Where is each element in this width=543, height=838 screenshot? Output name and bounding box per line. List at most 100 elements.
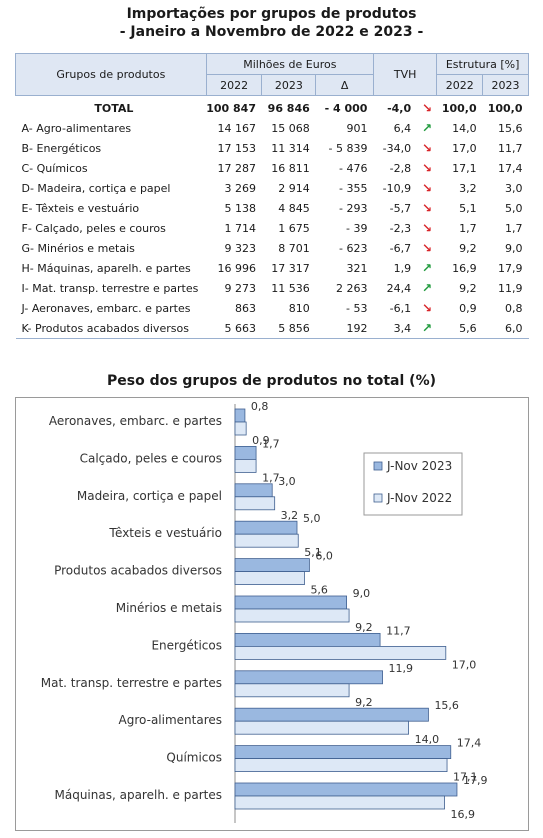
cell-s2022: 5,6	[436, 318, 483, 339]
bar-2022	[234, 421, 247, 436]
cell-v2023: 16 811	[271, 161, 310, 175]
cell-label: J- Aeronaves, embarc. e partes	[21, 301, 191, 315]
cell-v2022: 9 273	[224, 281, 256, 295]
bar-2023	[234, 782, 458, 797]
table-row: D- Madeira, cortiça e papel 3 269 2 914 - 3…	[16, 178, 529, 198]
table-row-total: TOTAL 100 847 96 846 - 4 000 -4,0 ↘ 100,0 100,0	[16, 96, 529, 119]
cell-v2023: 11 314	[271, 141, 310, 155]
cell-v2023: 810	[288, 301, 310, 315]
cell-delta: - 355	[339, 181, 368, 195]
header-groups: Grupos de produtos	[15, 53, 207, 96]
cell-tvh: -10,9	[382, 181, 412, 195]
cell-label: TOTAL	[94, 101, 134, 115]
data-label: 0,8	[251, 400, 268, 413]
trend-down-icon: ↘	[421, 101, 432, 115]
data-label: 17,9	[463, 774, 488, 787]
data-label: 6,0	[315, 550, 333, 563]
data-label: 9,0	[353, 587, 371, 600]
data-label: 3,2	[281, 509, 299, 522]
table-row: B- Energéticos 17 153 11 314 - 5 839 -34,0 ↘ 1…	[16, 138, 529, 158]
header-2022: 2022	[205, 74, 263, 96]
category-label: Energéticos	[151, 638, 222, 652]
cell-delta: 2 263	[335, 281, 368, 295]
bar-2023	[234, 707, 429, 722]
cell-s2022: 9,2	[459, 241, 477, 255]
cell-s2022: 0,9	[459, 301, 477, 315]
cell-delta: - 293	[339, 201, 368, 215]
cell-s2022: 1,7	[459, 221, 477, 235]
category-label: Aeronaves, embarc. e partes	[49, 414, 222, 428]
cell-s2023: 11,9	[498, 281, 523, 295]
trend-up-icon: ↗	[421, 281, 432, 295]
table-row: I- Mat. transp. terrestre e partes 9 273 1…	[16, 278, 529, 298]
cell-label: A- Agro-alimentares	[21, 121, 132, 135]
cell-s2023: 1,7	[505, 221, 523, 235]
cell-label: I- Mat. transp. terrestre e partes	[21, 281, 199, 295]
cell-s2023: 11,7	[498, 141, 523, 155]
bar-2022	[234, 459, 257, 473]
trend-down-icon: ↘	[421, 241, 432, 255]
cell-v2022: 100 847	[206, 101, 256, 115]
cell-v2022: 9 323	[224, 241, 256, 255]
cell-s2023: 15,6	[498, 121, 523, 135]
cell-tvh: -5,7	[389, 201, 412, 215]
cell-v2023: 17 317	[271, 261, 310, 275]
cell-s2023: 5,0	[505, 201, 523, 215]
bar-2023	[234, 632, 381, 647]
table-row: A- Agro-alimentares 14 167 15 068 901 6,4 ↗ 14…	[16, 118, 529, 138]
cell-v2023: 15 068	[271, 121, 310, 135]
category-label: Mat. transp. terrestre e partes	[41, 676, 222, 690]
cell-label: D- Madeira, cortiça e papel	[21, 181, 171, 195]
legend-swatch-2023	[373, 461, 383, 471]
cell-delta: - 4 000	[324, 101, 368, 115]
cell-label: E- Têxteis e vestuário	[21, 201, 140, 215]
cell-s2022: 9,2	[459, 281, 477, 295]
legend-label: J-Nov 2022	[386, 491, 452, 505]
data-label: 17,4	[457, 737, 482, 750]
bar-2022	[234, 496, 276, 511]
data-label: 17,1	[453, 771, 478, 784]
trend-down-icon: ↘	[421, 301, 432, 315]
data-label: 5,6	[310, 584, 328, 597]
cell-s2023: 9,0	[505, 241, 523, 255]
trend-up-icon: ↗	[417, 318, 437, 339]
bar-2023	[234, 446, 257, 460]
cell-v2022: 3 269	[224, 181, 256, 195]
cell-v2023: 4 845	[278, 201, 310, 215]
data-label: 5,0	[303, 512, 321, 525]
cell-s2023: 3,0	[505, 181, 523, 195]
trend-up-icon: ↗	[421, 121, 432, 135]
trend-down-icon: ↘	[421, 161, 432, 175]
cell-delta: 321	[346, 261, 368, 275]
bar-2022	[234, 795, 445, 810]
data-label: 11,9	[389, 662, 414, 675]
trend-up-icon: ↗	[421, 261, 432, 275]
cell-label: C- Químicos	[21, 161, 88, 175]
page-subtitle: - Janeiro a Novembro de 2022 e 2023 -	[119, 24, 424, 40]
bar-2022	[234, 645, 447, 660]
cell-label: B- Energéticos	[21, 141, 102, 155]
cell-v2022: 16 996	[217, 261, 256, 275]
cell-tvh: -2,8	[389, 161, 412, 175]
data-label: 3,0	[278, 475, 296, 488]
chart-title: Peso dos grupos de produtos no total (%)	[106, 373, 436, 389]
cell-v2022: 5 663	[206, 318, 262, 339]
cell-tvh: 3,4	[373, 318, 418, 339]
bar-2023	[234, 520, 298, 535]
cell-v2023: 2 914	[278, 181, 310, 195]
category-label: Têxteis e vestuário	[108, 526, 222, 540]
cell-label: H- Máquinas, aparelh. e partes	[21, 261, 191, 275]
trend-down-icon: ↘	[421, 201, 432, 215]
cell-v2023: 11 536	[271, 281, 310, 295]
bar-2023	[234, 558, 310, 573]
cell-delta: 901	[346, 121, 368, 135]
table-row: K- Produtos acabados diversos 5 663 5 856 1…	[15, 318, 529, 339]
header-millions: Milhões de Euros	[205, 53, 374, 75]
cell-tvh: 6,4	[393, 121, 412, 135]
cell-v2023: 1 675	[278, 221, 310, 235]
header-estrutura: Estrutura [%]	[436, 53, 529, 75]
cell-s2022: 100,0	[441, 101, 477, 115]
category-label: Calçado, peles e couros	[80, 451, 222, 465]
category-label: Madeira, cortiça e papel	[77, 489, 222, 503]
trend-down-icon: ↘	[421, 181, 432, 195]
